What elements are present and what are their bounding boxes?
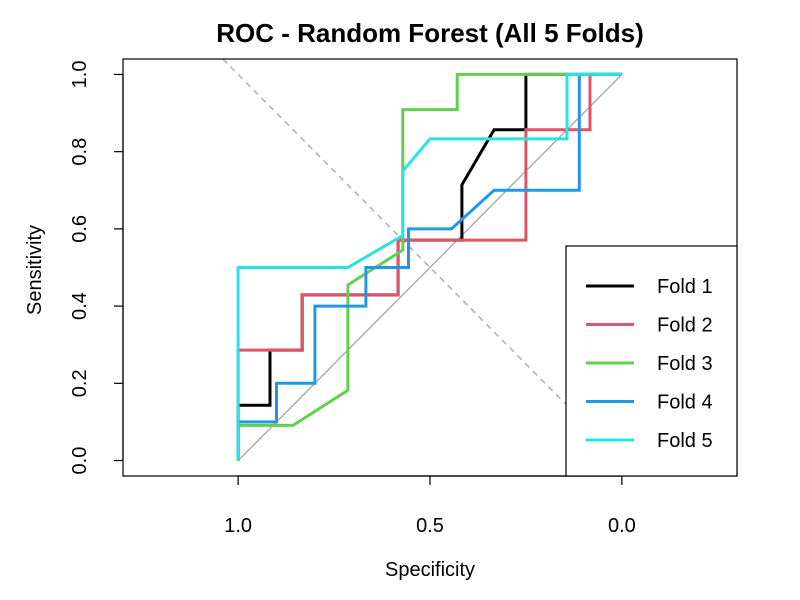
legend-box bbox=[565, 245, 738, 477]
x-tick-label: 0.5 bbox=[416, 515, 444, 537]
roc-curve-fold-2 bbox=[236, 72, 622, 461]
roc-curves bbox=[236, 72, 622, 461]
y-tick-label: 0.0 bbox=[69, 447, 91, 475]
x-tick-label: 0.0 bbox=[608, 515, 636, 537]
y-tick-label: 1.0 bbox=[69, 61, 91, 89]
y-tick-label: 0.6 bbox=[69, 215, 91, 243]
legend: Fold 1 Fold 2 Fold 3 Fold 4 Fold 5 bbox=[565, 245, 738, 477]
legend-label-fold-2: Fold 2 bbox=[657, 315, 713, 337]
legend-label-fold-4: Fold 4 bbox=[657, 392, 713, 414]
legend-label-fold-5: Fold 5 bbox=[657, 430, 713, 452]
legend-label-fold-1: Fold 1 bbox=[657, 276, 713, 298]
chart-title: ROC - Random Forest (All 5 Folds) bbox=[216, 18, 644, 48]
y-tick-label: 0.4 bbox=[69, 292, 91, 320]
y-axis-label: Sensitivity bbox=[24, 225, 46, 315]
y-tick-label: 0.8 bbox=[69, 138, 91, 166]
x-tick-label: 1.0 bbox=[224, 515, 252, 537]
x-axis: 1.0 0.5 0.0 bbox=[224, 475, 636, 537]
roc-curve-fold-4 bbox=[236, 72, 622, 461]
x-axis-label: Specificity bbox=[385, 559, 475, 581]
y-axis: 0.0 0.2 0.4 0.6 0.8 1.0 bbox=[69, 61, 124, 475]
legend-label-fold-3: Fold 3 bbox=[657, 353, 713, 375]
roc-curve-fold-5 bbox=[236, 72, 622, 461]
y-tick-label: 0.2 bbox=[69, 369, 91, 397]
